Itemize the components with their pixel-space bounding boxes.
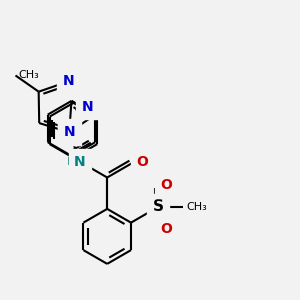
Text: O: O bbox=[160, 222, 172, 236]
Text: N: N bbox=[74, 155, 86, 169]
Text: H: H bbox=[67, 157, 75, 167]
Text: CH₃: CH₃ bbox=[19, 70, 39, 80]
Text: S: S bbox=[64, 125, 75, 140]
Text: N: N bbox=[82, 100, 93, 113]
Text: O: O bbox=[136, 155, 148, 169]
Text: N: N bbox=[62, 74, 74, 88]
Text: O: O bbox=[160, 178, 172, 192]
Text: CH₃: CH₃ bbox=[186, 202, 207, 212]
Text: N: N bbox=[64, 125, 75, 139]
Text: S: S bbox=[153, 200, 164, 214]
